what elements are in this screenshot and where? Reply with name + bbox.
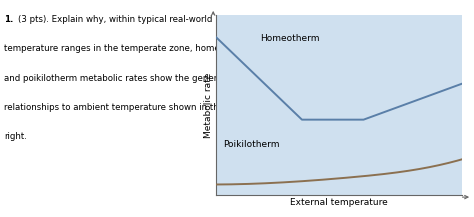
Text: temperature ranges in the temperate zone, homeotherm: temperature ranges in the temperate zone…: [4, 44, 251, 53]
Text: relationships to ambient temperature shown in the plot at: relationships to ambient temperature sho…: [4, 103, 255, 112]
Y-axis label: Metabolic rate: Metabolic rate: [204, 72, 213, 138]
Text: (3 pts). Explain why, within typical real-world: (3 pts). Explain why, within typical rea…: [18, 15, 212, 24]
Text: and poikilotherm metabolic rates show the general: and poikilotherm metabolic rates show th…: [4, 74, 225, 83]
Text: Poikilotherm: Poikilotherm: [223, 140, 280, 149]
Text: 1.: 1.: [4, 15, 14, 24]
Text: Homeotherm: Homeotherm: [260, 34, 319, 43]
Text: right.: right.: [4, 132, 27, 141]
X-axis label: External temperature: External temperature: [290, 198, 388, 207]
